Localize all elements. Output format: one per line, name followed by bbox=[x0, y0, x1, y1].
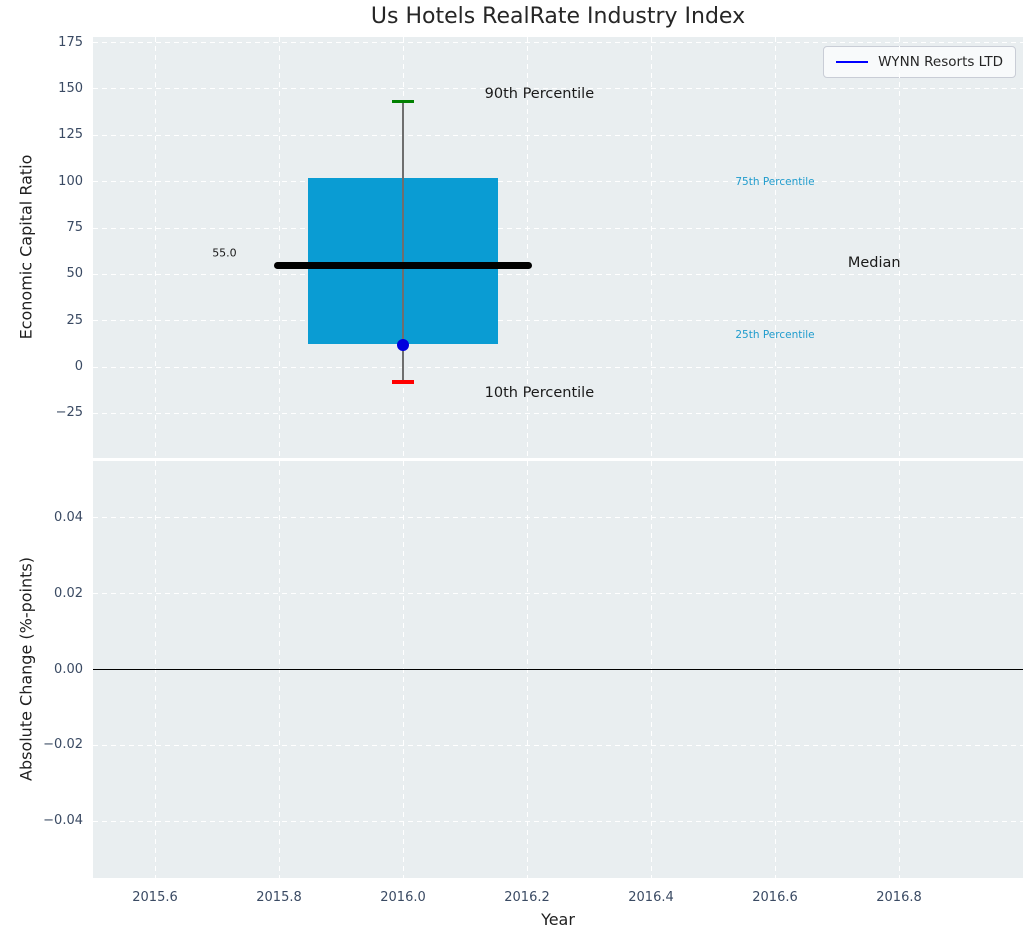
legend-line-sample bbox=[836, 61, 869, 63]
top-axes: WYNN Resorts LTD 90th Percentile 10th Per… bbox=[93, 37, 1023, 458]
gridline-horizontal bbox=[93, 820, 1023, 822]
y-tick-label: 100 bbox=[58, 173, 83, 189]
90th-percentile-label: 90th Percentile bbox=[484, 85, 595, 102]
legend-label: WYNN Resorts LTD bbox=[878, 54, 1003, 70]
y-tick-label: 150 bbox=[58, 80, 83, 96]
y-tick-label: 0.02 bbox=[54, 585, 83, 601]
x-tick-label: 2015.8 bbox=[256, 890, 302, 905]
x-tick-label: 2016.0 bbox=[380, 890, 426, 905]
y-tick-label: 0.04 bbox=[54, 509, 83, 525]
gridline-horizontal bbox=[93, 273, 1023, 275]
bottom-axes bbox=[93, 461, 1023, 878]
x-tick-label: 2016.2 bbox=[504, 890, 550, 905]
y-tick-label: 50 bbox=[66, 266, 83, 282]
median-line bbox=[274, 261, 532, 269]
gridline-horizontal bbox=[93, 181, 1023, 183]
x-tick-label: 2016.8 bbox=[876, 890, 922, 905]
gridline-horizontal bbox=[93, 134, 1023, 136]
gridline-horizontal bbox=[93, 593, 1023, 595]
gridline-horizontal bbox=[93, 412, 1023, 414]
10th-percentile-label: 10th Percentile bbox=[484, 385, 595, 402]
gridline-vertical bbox=[278, 37, 280, 458]
y-tick-label: 25 bbox=[66, 312, 83, 328]
y-tick-label: 0.00 bbox=[54, 661, 83, 677]
y-tick-label: 0 bbox=[74, 359, 83, 375]
legend: WYNN Resorts LTD bbox=[823, 46, 1016, 78]
gridline-horizontal bbox=[93, 366, 1023, 368]
series-data-point bbox=[397, 338, 409, 351]
median-value-label: 55.0 bbox=[212, 246, 237, 260]
gridline-horizontal bbox=[93, 320, 1023, 322]
gridline-horizontal bbox=[93, 42, 1023, 44]
x-axis-label-year: Year bbox=[541, 910, 575, 929]
y-tick-label: 75 bbox=[66, 220, 83, 236]
y-tick-label: 125 bbox=[58, 127, 83, 143]
x-tick-label: 2016.6 bbox=[752, 890, 798, 905]
y-tick-label: −25 bbox=[55, 405, 83, 421]
25th-percentile-label: 25th Percentile bbox=[735, 328, 815, 341]
chart-title: Us Hotels RealRate Industry Index bbox=[370, 4, 746, 29]
whisker-line bbox=[402, 101, 404, 382]
whisker-cap-90th bbox=[391, 100, 415, 104]
gridline-horizontal bbox=[93, 227, 1023, 229]
gridline-horizontal bbox=[93, 744, 1023, 746]
y-tick-label: −0.02 bbox=[43, 737, 83, 753]
x-tick-label: 2015.6 bbox=[132, 890, 178, 905]
gridline-vertical bbox=[774, 37, 776, 458]
y-tick-label: 175 bbox=[58, 34, 83, 50]
zero-line bbox=[93, 668, 1023, 671]
gridline-vertical bbox=[898, 37, 900, 458]
y-tick-label: −0.04 bbox=[43, 813, 83, 829]
whisker-cap-10th bbox=[391, 380, 415, 384]
gridline-vertical bbox=[650, 37, 652, 458]
75th-percentile-label: 75th Percentile bbox=[735, 175, 815, 188]
gridline-vertical bbox=[154, 37, 156, 458]
median-label: Median bbox=[847, 255, 901, 272]
x-tick-label: 2016.4 bbox=[628, 890, 674, 905]
gridline-horizontal bbox=[93, 517, 1023, 519]
